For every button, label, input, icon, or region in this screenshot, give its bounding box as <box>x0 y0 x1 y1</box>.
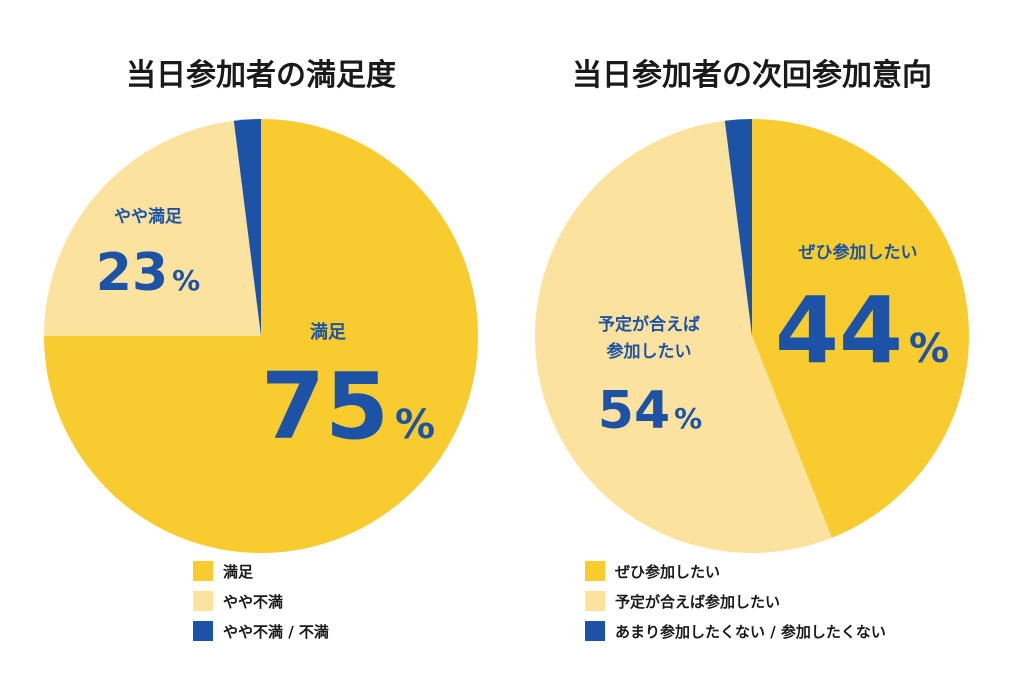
legend-label: 予定が合えば参加したい <box>615 593 780 611</box>
slice-label-satisfied: 満足 <box>310 321 346 343</box>
value-unit: % <box>909 326 949 372</box>
legend-label: ぜひ参加したい <box>615 563 720 581</box>
slice-value-if-schedule: 54% <box>598 381 702 441</box>
pie-slice-not-attend <box>724 119 752 336</box>
pie-slice-dissatisfied <box>233 119 261 336</box>
pie-slices <box>534 119 969 553</box>
legend-swatch <box>193 591 213 611</box>
chart-title: 当日参加者の満足度 <box>126 58 396 93</box>
legend-swatch <box>193 621 213 641</box>
value-number: 54 <box>598 381 670 441</box>
legend: ぜひ参加したい 予定が合えば参加したい あまり参加したくない / 参加したくない <box>585 561 886 641</box>
chart-title: 当日参加者の次回参加意向 <box>572 58 932 93</box>
value-unit: % <box>395 402 435 448</box>
legend-label: 満足 <box>223 563 254 581</box>
chart-satisfaction: 当日参加者の満足度 やや満足 23% 満足 75% 満足 やや不満 やや不満 /… <box>44 58 478 641</box>
slice-value-definitely: 44% <box>775 277 949 384</box>
legend-swatch <box>585 591 605 611</box>
pie-slice-somewhat-satisfied <box>44 120 261 337</box>
pie-slices <box>44 119 478 553</box>
slice-value-somewhat-satisfied: 23% <box>96 243 200 303</box>
legend: 満足 やや不満 やや不満 / 不満 <box>193 561 329 641</box>
value-unit: % <box>172 264 200 297</box>
legend-swatch <box>193 561 213 581</box>
legend-label: やや不満 / 不満 <box>223 623 329 641</box>
slice-label-somewhat-satisfied: やや満足 <box>114 206 182 227</box>
chart-attendance-intent: 当日参加者の次回参加意向 ぜひ参加したい 44% 予定が合えば参加したい 54%… <box>534 58 969 641</box>
slice-value-satisfied: 75% <box>261 353 435 460</box>
legend-label: あまり参加したくない / 参加したくない <box>615 623 886 641</box>
value-number: 44 <box>775 277 903 384</box>
legend-swatch <box>585 561 605 581</box>
slice-label-definitely: ぜひ参加したい <box>799 242 918 263</box>
legend-label: やや不満 <box>223 593 283 611</box>
legend-swatch <box>585 621 605 641</box>
value-number: 23 <box>96 243 168 303</box>
slice-label-if-schedule: 予定が合えば参加したい <box>598 314 700 362</box>
pie-slice-attend-if-schedule <box>534 120 832 553</box>
value-unit: % <box>674 402 702 435</box>
value-number: 75 <box>261 353 389 460</box>
pie-slice-definitely-attend <box>752 119 969 538</box>
